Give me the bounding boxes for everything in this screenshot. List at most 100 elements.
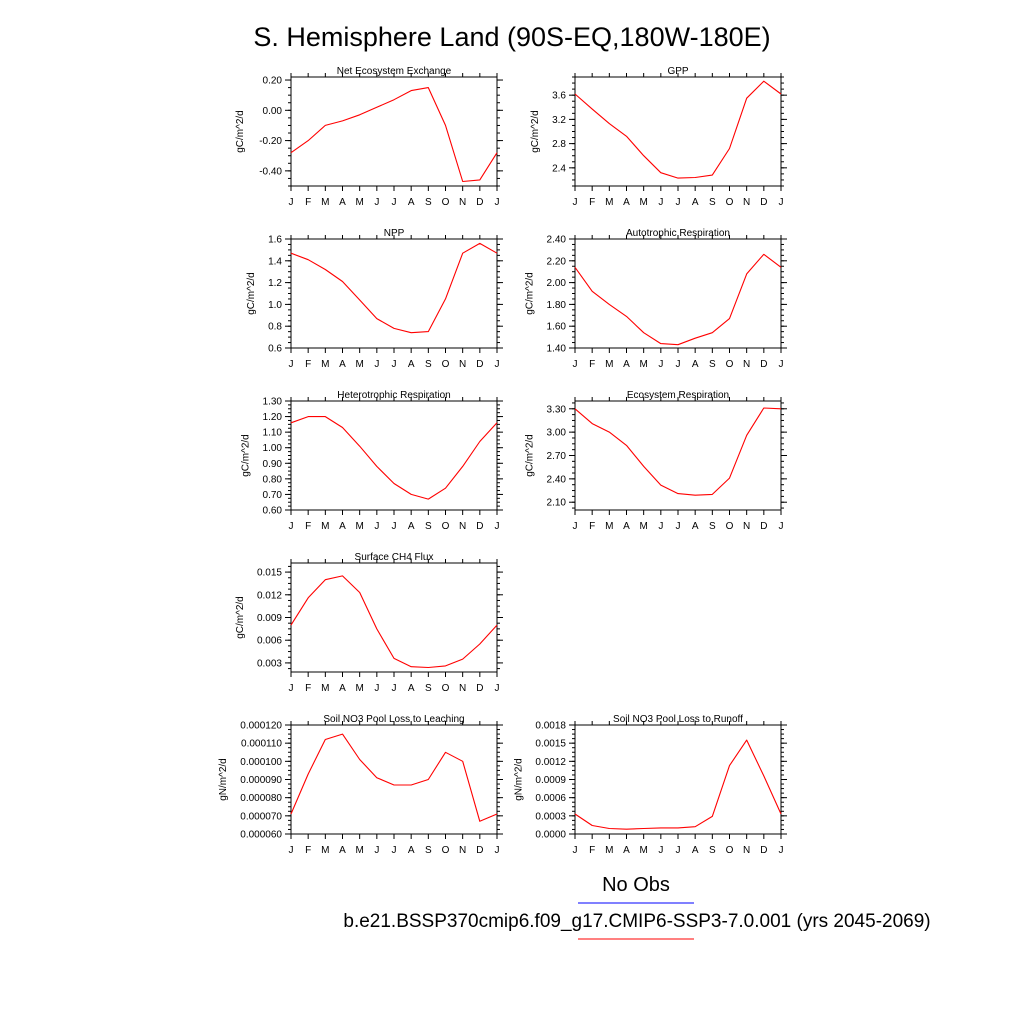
- chart-surface-ch4-flux: Surface CH4 Flux gC/m^2/d 0.003 0.006 0.009 0…: [235, 552, 503, 694]
- x-tick-label: A: [692, 845, 699, 856]
- x-tick-label: O: [442, 845, 450, 856]
- x-tick-label: F: [305, 521, 311, 532]
- y-tick-label: 0.8: [268, 322, 282, 333]
- y-axis-label: gC/m^2/d: [235, 596, 246, 639]
- y-tick-label: 0.000110: [241, 739, 282, 750]
- x-tick-label: F: [589, 521, 595, 532]
- x-tick-label: J: [573, 845, 578, 856]
- y-tick-label: 1.80: [547, 300, 567, 311]
- x-tick-label: M: [355, 683, 363, 694]
- x-tick-label: A: [623, 521, 630, 532]
- x-tick-label: J: [495, 521, 500, 532]
- x-tick-label: A: [339, 521, 346, 532]
- chart-autotrophic-respiration: Autotrophic Respiration gC/m^2/d 1.40 1.60 1…: [525, 228, 787, 370]
- legend-obs-label: No Obs: [602, 874, 670, 896]
- x-tick-label: M: [605, 359, 613, 370]
- chart-title: GPP: [667, 66, 688, 77]
- x-tick-label: N: [459, 359, 466, 370]
- y-axis-label: gC/m^2/d: [525, 272, 536, 315]
- chart-title: Heterotrophic Respiration: [337, 390, 450, 401]
- y-tick-label: 2.8: [552, 139, 566, 150]
- x-tick-label: M: [639, 521, 647, 532]
- x-tick-label: S: [425, 359, 432, 370]
- x-tick-label: S: [425, 845, 432, 856]
- series-line: [574, 739, 782, 830]
- x-tick-label: A: [408, 521, 415, 532]
- x-tick-label: D: [476, 521, 483, 532]
- y-axis-label: gC/m^2/d: [246, 272, 257, 315]
- x-tick-label: J: [573, 197, 578, 208]
- y-tick-label: -0.40: [259, 166, 282, 177]
- y-tick-label: 0.80: [263, 474, 283, 485]
- plot-frame: [290, 238, 498, 349]
- y-tick-label: 0.000060: [240, 830, 282, 841]
- x-tick-label: F: [305, 197, 311, 208]
- x-tick-label: J: [658, 845, 663, 856]
- legend: No Obs b.e21.BSSP370cmip6.f09_g17.CMIP6-…: [343, 874, 931, 940]
- x-tick-label: D: [476, 197, 483, 208]
- x-tick-label: N: [743, 197, 750, 208]
- chart-soil-no3-pool-loss-to-runoff: Soil NO3 Pool Loss to Runoff gN/m^2/d 0.00…: [513, 714, 787, 856]
- series-line: [290, 416, 498, 500]
- x-tick-label: J: [289, 197, 294, 208]
- x-tick-label: J: [289, 359, 294, 370]
- x-tick-label: S: [425, 521, 432, 532]
- x-tick-label: N: [459, 845, 466, 856]
- y-tick-label: 0.0009: [535, 775, 566, 786]
- y-axis-label: gN/m^2/d: [218, 758, 229, 801]
- series-line: [290, 87, 498, 183]
- x-tick-label: A: [339, 359, 346, 370]
- x-tick-label: A: [623, 359, 630, 370]
- x-tick-label: J: [374, 359, 379, 370]
- x-tick-label: J: [676, 197, 681, 208]
- x-tick-label: D: [476, 683, 483, 694]
- x-tick-label: D: [476, 359, 483, 370]
- x-tick-label: N: [459, 197, 466, 208]
- x-tick-label: O: [726, 359, 734, 370]
- y-tick-label: 0.000120: [240, 721, 282, 732]
- x-tick-label: J: [495, 683, 500, 694]
- y-tick-label: 2.40: [547, 235, 567, 246]
- x-tick-label: F: [305, 359, 311, 370]
- x-tick-label: J: [392, 359, 397, 370]
- x-tick-label: J: [495, 197, 500, 208]
- x-tick-label: M: [639, 359, 647, 370]
- x-tick-label: M: [321, 521, 329, 532]
- y-tick-label: 1.30: [263, 397, 283, 408]
- x-tick-label: M: [321, 845, 329, 856]
- x-tick-label: M: [355, 359, 363, 370]
- x-tick-label: S: [709, 359, 716, 370]
- x-tick-label: M: [355, 845, 363, 856]
- y-tick-label: 0.00: [263, 106, 283, 117]
- y-tick-label: 0.70: [263, 490, 283, 501]
- chart-title: Ecosystem Respiration: [627, 390, 729, 401]
- x-tick-label: J: [676, 521, 681, 532]
- x-tick-label: J: [658, 521, 663, 532]
- y-tick-label: 1.00: [263, 443, 283, 454]
- y-tick-label: 0.0018: [535, 721, 566, 732]
- y-tick-label: 3.6: [552, 91, 566, 102]
- x-tick-label: J: [289, 845, 294, 856]
- x-tick-label: F: [305, 845, 311, 856]
- y-tick-label: 1.60: [547, 322, 567, 333]
- y-tick-label: 2.70: [547, 451, 567, 462]
- x-tick-label: J: [289, 521, 294, 532]
- y-tick-label: 1.40: [547, 344, 567, 355]
- chart-title: Soil NO3 Pool Loss to Leaching: [323, 714, 464, 725]
- y-axis-label: gN/m^2/d: [513, 758, 524, 801]
- y-tick-label: 0.012: [257, 590, 282, 601]
- chart-soil-no3-pool-loss-to-leaching: Soil NO3 Pool Loss to Leaching gN/m^2/d 0.…: [218, 714, 503, 856]
- x-tick-label: O: [726, 845, 734, 856]
- x-tick-label: F: [589, 359, 595, 370]
- x-tick-label: N: [459, 521, 466, 532]
- y-tick-label: 1.2: [268, 278, 282, 289]
- x-tick-label: D: [760, 521, 767, 532]
- x-tick-label: M: [355, 521, 363, 532]
- plot-frame: [290, 724, 498, 835]
- x-tick-label: J: [289, 683, 294, 694]
- y-tick-label: 1.6: [268, 235, 282, 246]
- x-tick-label: A: [339, 845, 346, 856]
- y-tick-label: 0.006: [257, 636, 282, 647]
- x-tick-label: M: [605, 521, 613, 532]
